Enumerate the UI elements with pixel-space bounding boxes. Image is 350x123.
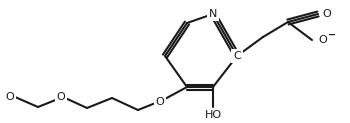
Text: O: O <box>318 35 327 45</box>
Text: N: N <box>209 9 217 19</box>
Text: O: O <box>156 97 164 107</box>
Text: HO: HO <box>204 110 222 120</box>
Text: O: O <box>322 9 331 19</box>
Text: −: − <box>328 30 336 40</box>
Text: O: O <box>57 92 65 102</box>
Text: C: C <box>233 51 241 61</box>
Text: O: O <box>5 92 14 102</box>
